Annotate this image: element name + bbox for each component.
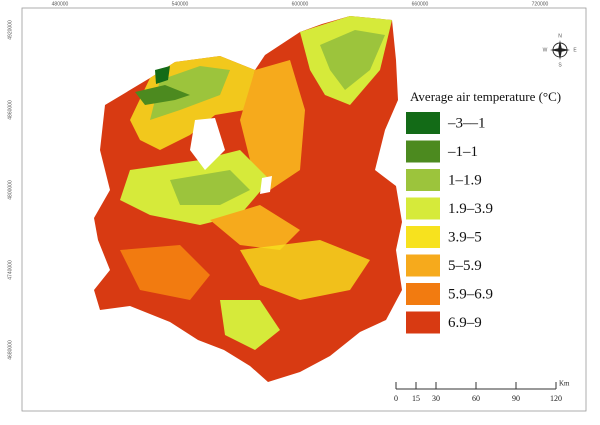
scale-label: 120 [550,394,562,403]
legend-label: 5.9–6.9 [448,286,493,302]
north-arrow: N E S W [543,33,578,68]
left-coordinate: 4860000 [7,100,13,120]
legend: –3––1 –1–1 1–1.9 1.9–3.9 3.9–5 5–5.9 5.9–6.9 6.… [406,112,493,334]
north-label: N [558,33,562,39]
legend-swatch [406,283,440,305]
top-coordinate: 720000 [532,1,549,7]
legend-label: 3.9–5 [448,229,482,245]
scale-label: 60 [472,394,480,403]
legend-label: 6.9–9 [448,315,482,331]
legend-swatch [406,169,440,191]
legend-swatch [406,112,440,134]
top-coordinate: 600000 [292,1,309,7]
legend-label: 1.9–3.9 [448,201,493,217]
south-label: S [558,62,562,68]
legend-label: –1–1 [447,144,478,160]
left-coordinate: 4800000 [7,180,13,200]
legend-title: Average air temperature (°C) [410,89,561,104]
scale-unit: Km [559,380,570,388]
top-coordinate: 480000 [52,1,69,7]
left-coordinate: 4920000 [7,20,13,40]
scale-label: 15 [412,394,420,403]
east-label: E [573,47,577,53]
left-coordinate: 4740000 [7,260,13,280]
left-coordinate: 4680000 [7,340,13,360]
scale-label: 0 [394,394,398,403]
legend-label: 5–5.9 [448,258,482,274]
top-coordinate: 540000 [172,1,189,7]
west-label: W [543,47,548,53]
legend-swatch [406,140,440,163]
grid-labels: 480000 540000 600000 660000 720000 4920000 486… [7,1,548,359]
top-coordinate: 660000 [412,1,429,7]
legend-swatch [406,197,440,220]
scale-label: 90 [512,394,520,403]
legend-swatch [406,226,440,248]
legend-label: 1–1.9 [448,172,482,188]
scale-label: 30 [432,394,440,403]
legend-label: –3––1 [447,115,486,131]
legend-swatch [406,311,440,334]
legend-swatch [406,254,440,277]
scale-bar: 0 15 30 60 90 120 Km [394,380,570,403]
temperature-map [94,16,402,382]
